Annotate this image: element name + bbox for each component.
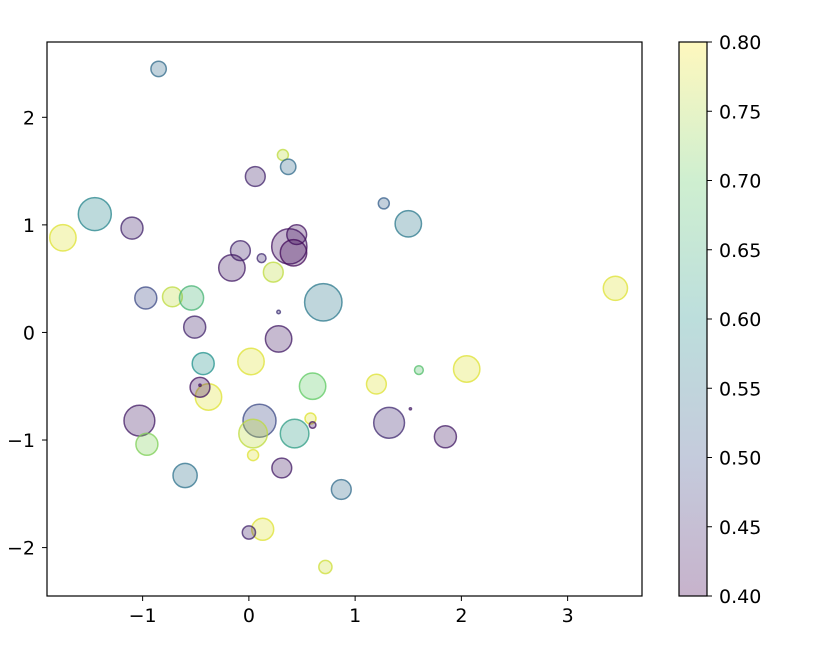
y-tick-label: −2 <box>7 538 35 560</box>
colorbar-tick-label: 0.55 <box>719 378 761 400</box>
scatter-point <box>262 261 284 283</box>
scatter-point <box>377 197 391 210</box>
y-axis: −2 −1 0 1 2 <box>7 107 47 560</box>
y-tick-label: 1 <box>23 215 35 237</box>
x-tick-label: 3 <box>562 605 574 627</box>
scatter-point <box>246 448 260 462</box>
scatter-point <box>191 351 215 376</box>
x-tick-label: 0 <box>243 605 255 627</box>
scatter-point <box>161 286 184 308</box>
scatter-point <box>135 432 159 457</box>
scatter-point <box>602 275 629 302</box>
scatter-point <box>279 158 297 176</box>
scatter-point <box>134 286 158 310</box>
colorbar-tick-label: 0.75 <box>719 101 761 123</box>
scatter-point <box>77 196 113 232</box>
y-tick-label: 0 <box>23 322 35 344</box>
scatter-point <box>279 418 310 449</box>
scatter-point <box>237 347 265 376</box>
colorbar-tick-label: 0.50 <box>719 448 761 470</box>
x-axis: −1 0 1 2 3 <box>129 596 574 627</box>
scatter-point <box>279 238 308 267</box>
scatter-points <box>48 60 629 575</box>
colorbar-tick-label: 0.40 <box>719 586 761 608</box>
colorbar-tick-label: 0.80 <box>719 32 761 54</box>
scatter-point <box>182 315 207 339</box>
scatter-point <box>123 404 156 437</box>
x-tick-label: 2 <box>455 605 467 627</box>
scatter-point <box>308 420 317 430</box>
scatter-point <box>394 209 423 238</box>
scatter-point <box>433 425 458 449</box>
scatter-point <box>120 216 144 240</box>
x-tick-label: 1 <box>349 605 361 627</box>
scatter-point <box>217 253 246 282</box>
scatter-point <box>452 355 481 383</box>
scatter-point <box>408 406 413 411</box>
scatter-point <box>303 282 343 322</box>
scatter-point <box>264 324 293 353</box>
scatter-point <box>238 418 269 449</box>
colorbar-tick-label: 0.60 <box>719 309 761 331</box>
colorbar-tick-label: 0.45 <box>719 517 761 539</box>
axes-frame <box>46 41 643 597</box>
scatter-point <box>172 462 198 489</box>
scatter-point <box>256 253 267 264</box>
scatter-point <box>250 517 275 542</box>
scatter-point <box>244 165 266 188</box>
scatter-point <box>178 285 205 311</box>
scatter-point <box>413 364 425 376</box>
scatter-point <box>48 223 77 252</box>
y-tick-label: −1 <box>7 430 35 452</box>
scatter-point <box>330 478 352 501</box>
scatter-point <box>198 383 202 388</box>
y-tick-label: 2 <box>23 107 35 129</box>
scatter-point <box>276 309 282 315</box>
colorbar-tick-label: 0.65 <box>719 240 761 262</box>
scatter-point <box>189 376 211 398</box>
scatter-point <box>298 372 327 401</box>
scatter-point <box>271 457 293 479</box>
scatter-point <box>241 525 257 540</box>
x-tick-label: −1 <box>129 605 157 627</box>
colorbar-tick-label: 0.70 <box>719 171 761 193</box>
colorbar-axis: 0.40 0.45 0.50 0.55 0.60 0.65 0.70 0.75 0.80 <box>707 32 761 608</box>
scatter-point <box>318 559 333 575</box>
scatter-point <box>365 373 388 395</box>
scatter-point <box>372 406 406 439</box>
scatter-point <box>150 60 168 78</box>
colorbar <box>678 41 708 597</box>
